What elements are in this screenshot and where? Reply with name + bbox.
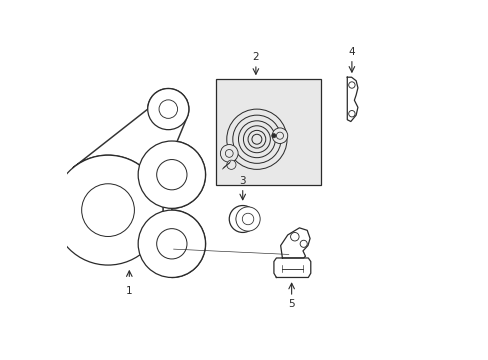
Circle shape [225,149,233,157]
Circle shape [272,128,287,144]
Circle shape [251,134,262,144]
Circle shape [138,210,205,278]
Circle shape [232,115,281,163]
Circle shape [226,109,286,169]
Circle shape [348,82,354,88]
Circle shape [229,206,256,233]
Circle shape [138,141,205,208]
Circle shape [242,213,253,225]
Polygon shape [280,228,309,258]
Circle shape [247,130,265,148]
Circle shape [159,100,177,118]
Circle shape [236,213,248,225]
Circle shape [276,132,283,139]
Circle shape [235,207,260,231]
Circle shape [300,240,306,247]
Circle shape [271,134,276,138]
Text: 3: 3 [239,176,245,186]
Bar [216,79,320,185]
Circle shape [290,233,299,241]
Text: 5: 5 [288,300,294,310]
Polygon shape [273,258,310,278]
Circle shape [156,159,186,190]
Text: 2: 2 [252,52,259,62]
Circle shape [53,155,163,265]
Circle shape [348,111,354,117]
Circle shape [226,160,236,169]
Circle shape [243,126,270,153]
Circle shape [156,229,186,259]
Text: 1: 1 [126,285,132,296]
Circle shape [238,121,275,158]
Text: 4: 4 [348,47,354,57]
Circle shape [81,184,134,237]
Circle shape [147,89,188,130]
Circle shape [220,145,238,162]
